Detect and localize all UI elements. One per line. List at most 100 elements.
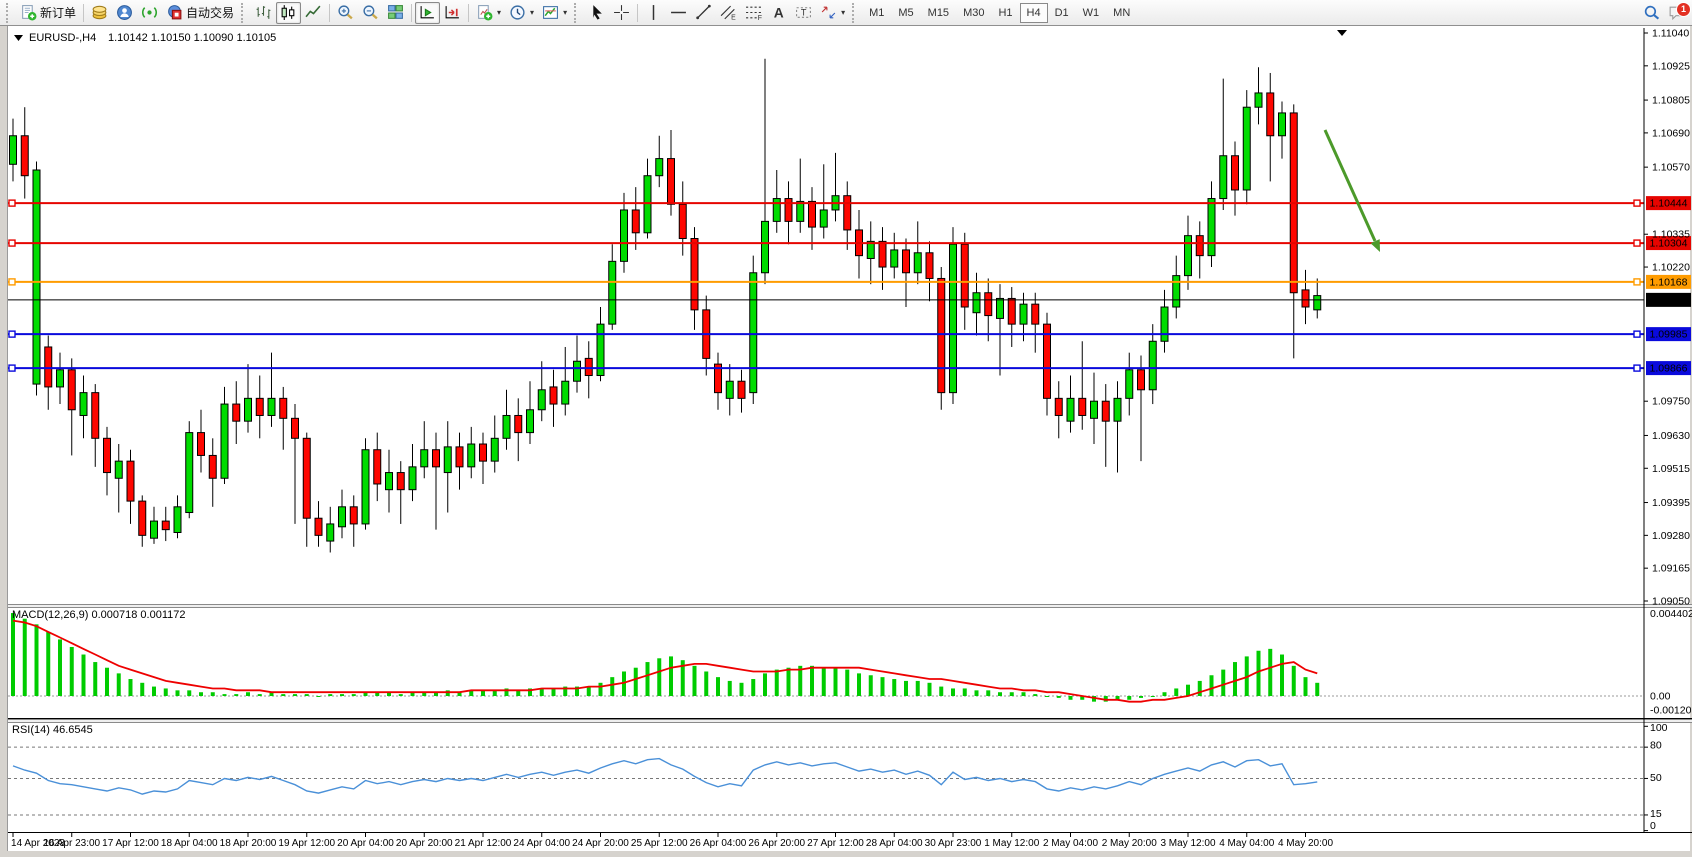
toolbar-grip[interactable]: [241, 2, 246, 23]
level-end-marker[interactable]: [8, 278, 16, 286]
horizontal-line-tool-button[interactable]: [666, 2, 691, 24]
signals-icon: [142, 7, 157, 18]
zoom-in-button[interactable]: [333, 2, 358, 24]
candle: [561, 346, 570, 416]
new-order-button[interactable]: 新订单: [16, 2, 80, 24]
tile-windows-button[interactable]: [383, 2, 408, 24]
level-end-marker[interactable]: [1633, 239, 1641, 247]
symbol-dropdown-icon[interactable]: [14, 35, 23, 41]
time-label: 28 Apr 04:00: [866, 838, 923, 849]
chart-shift-button[interactable]: [440, 2, 465, 24]
level-end-marker[interactable]: [8, 239, 16, 247]
level-end-marker[interactable]: [1633, 330, 1641, 338]
text-tool-button[interactable]: A: [766, 2, 791, 24]
candle: [197, 409, 205, 473]
horizontal-level-line[interactable]: 1.09985: [8, 327, 1691, 342]
mql5-community-button[interactable]: [112, 2, 137, 24]
autotrading-button[interactable]: 自动交易: [162, 2, 238, 24]
level-end-marker[interactable]: [8, 330, 16, 338]
autoscroll-icon: [420, 6, 434, 19]
panel-splitter[interactable]: [8, 719, 1692, 723]
timeframe-M15[interactable]: M15: [927, 6, 950, 19]
candle: [796, 158, 805, 233]
time-label: 14 Apr 2023: [11, 838, 65, 849]
candle: [361, 438, 370, 530]
candle: [432, 432, 440, 530]
level-end-marker[interactable]: [1633, 199, 1641, 207]
trendline-tool-button[interactable]: [691, 2, 716, 24]
signals-button[interactable]: [137, 2, 162, 24]
timeframe-MN[interactable]: MN: [1113, 6, 1131, 19]
clock-icon: [510, 5, 525, 20]
fibonacci-tool-button[interactable]: F: [741, 2, 766, 24]
dropdown-caret-icon[interactable]: ▾: [841, 8, 846, 17]
level-end-marker[interactable]: [1633, 364, 1641, 372]
level-end-marker[interactable]: [1633, 278, 1641, 286]
timeframe-H1[interactable]: H1: [998, 6, 1013, 19]
candle: [1278, 101, 1286, 159]
search-button[interactable]: [1639, 2, 1664, 24]
svg-text:T: T: [801, 8, 807, 18]
time-label: 1 May 12:00: [984, 838, 1039, 849]
equidistant-channel-tool-button[interactable]: E: [716, 2, 741, 24]
window-left-edge: [0, 26, 7, 857]
macd-signal-line: [12, 619, 1318, 703]
bid-price-line: 1.10105: [8, 292, 1691, 307]
level-end-marker[interactable]: [8, 199, 16, 207]
candle: [1043, 312, 1051, 416]
candle: [1219, 78, 1228, 210]
window-right-edge: [1690, 26, 1692, 857]
notifications-button[interactable]: 1: [1664, 1, 1691, 24]
time-label: 20 Apr 20:00: [396, 838, 453, 849]
panel-splitter[interactable]: [8, 604, 1692, 608]
candle: [949, 227, 957, 405]
candle: [408, 444, 417, 502]
zoom-out-button[interactable]: [358, 2, 383, 24]
timeframe-M1[interactable]: M1: [869, 6, 885, 19]
crosshair-tool-button[interactable]: [609, 2, 634, 24]
toolbar-separator: [468, 3, 470, 22]
candle: [1313, 278, 1322, 319]
price-axis[interactable]: 1.11040 1.10925 1.10805 1.10690 1.10570 1.103…: [1643, 28, 1690, 833]
vertical-line-tool-button[interactable]: [641, 2, 666, 24]
chart-canvas[interactable]: 1.10444 1.10304 1.10168 1.09985 1.09866 1.101…: [0, 26, 1692, 857]
metaeditor-button[interactable]: [87, 2, 112, 24]
price-tick-label: 1.10805: [1652, 95, 1690, 107]
templates-button[interactable]: ▾: [538, 2, 571, 24]
toolbar-grip[interactable]: [6, 2, 11, 23]
horizontal-level-line[interactable]: 1.10168: [8, 274, 1691, 289]
toolbar-grip[interactable]: [852, 2, 857, 23]
indicators-list-button[interactable]: ▾: [472, 2, 505, 24]
horizontal-level-line[interactable]: 1.09866: [8, 361, 1691, 376]
candlestick-mode-button[interactable]: [276, 1, 302, 24]
horizontal-level-line[interactable]: 1.10444: [8, 196, 1691, 211]
dropdown-caret-icon[interactable]: ▾: [530, 8, 535, 17]
dropdown-caret-icon[interactable]: ▾: [563, 8, 568, 17]
trend-arrow-annotation[interactable]: [1323, 129, 1380, 252]
chart-shift-marker[interactable]: [1337, 30, 1347, 36]
arrows-tool-button[interactable]: ▾: [816, 2, 849, 24]
bar-chart-mode-button[interactable]: [251, 2, 276, 24]
cursor-tool-button[interactable]: [584, 2, 609, 24]
timeframe-H4[interactable]: H4: [1019, 2, 1048, 23]
auto-scroll-button[interactable]: [415, 1, 441, 24]
timeframe-W1[interactable]: W1: [1082, 6, 1100, 19]
line-chart-mode-button[interactable]: [301, 2, 326, 24]
timeframe-D1[interactable]: D1: [1054, 6, 1069, 19]
timeframe-M30[interactable]: M30: [963, 6, 985, 19]
candle: [608, 244, 617, 330]
candle: [714, 352, 722, 410]
candle: [114, 444, 123, 513]
timeframe-M5[interactable]: M5: [898, 6, 914, 19]
toolbar-grip[interactable]: [574, 2, 579, 23]
dropdown-caret-icon[interactable]: ▾: [497, 8, 502, 17]
time-label: 3 May 12:00: [1160, 838, 1215, 849]
candle: [267, 352, 276, 427]
chart-title: EURUSD-,H4 1.10142 1.10150 1.10090 1.1010…: [14, 32, 276, 44]
level-end-marker[interactable]: [8, 364, 16, 372]
candle: [161, 506, 170, 542]
text-label-tool-button[interactable]: T: [791, 2, 816, 24]
toolbar-separator: [329, 3, 331, 22]
periods-button[interactable]: ▾: [505, 2, 538, 24]
